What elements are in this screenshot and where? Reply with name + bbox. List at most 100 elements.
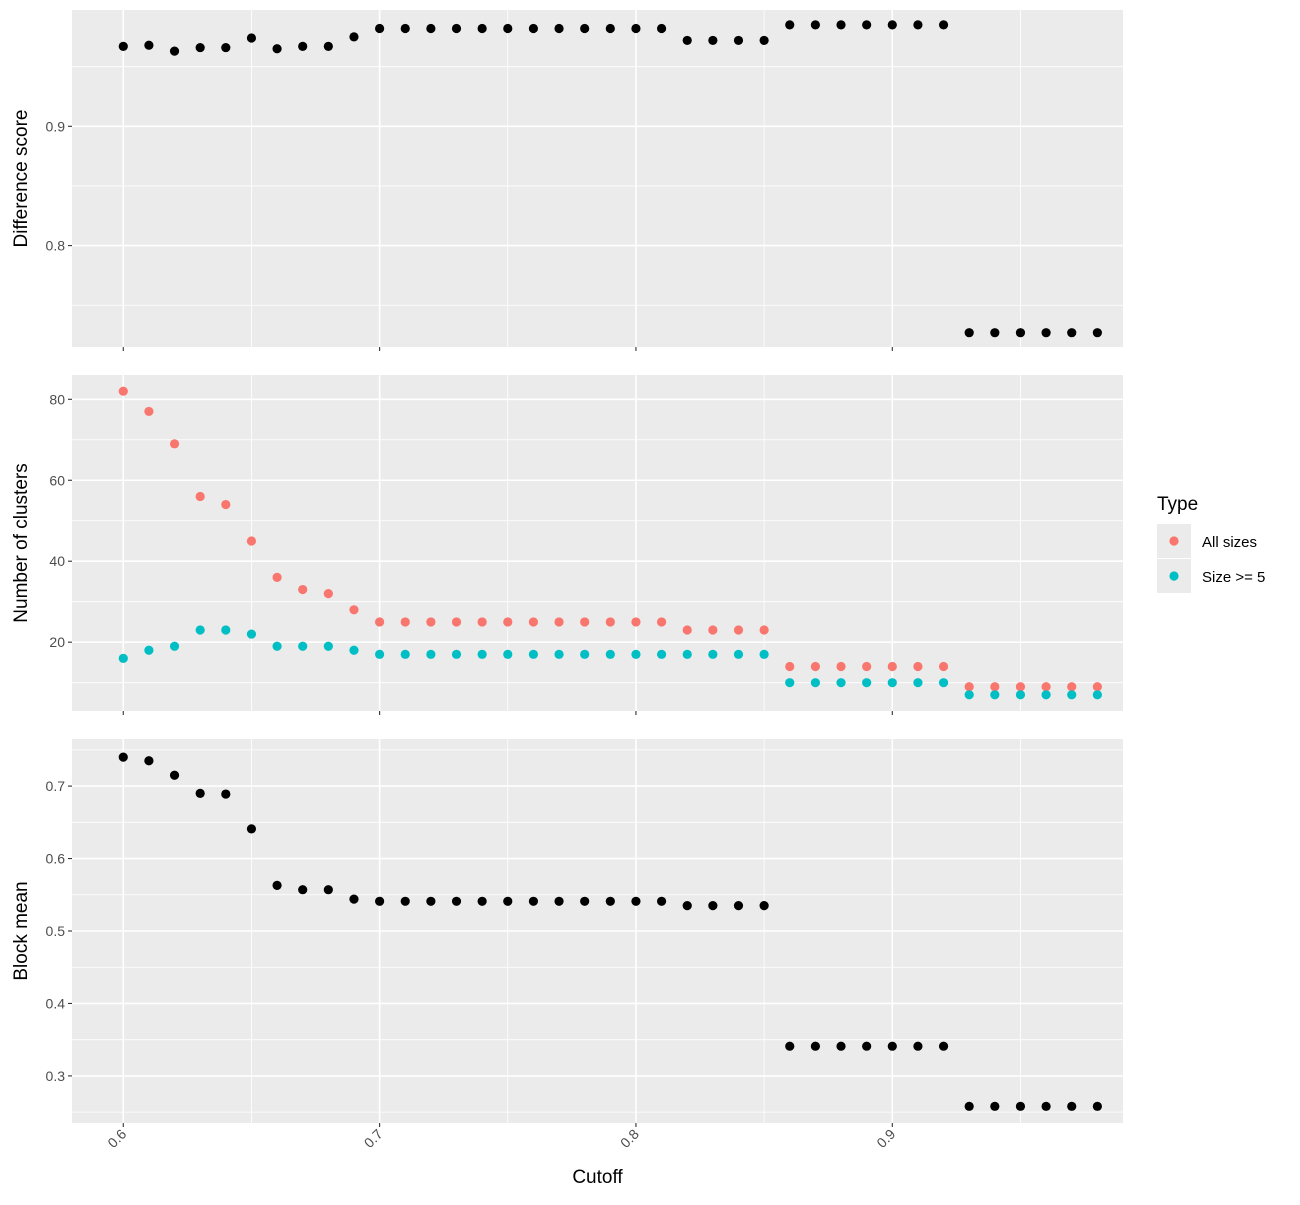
data-point <box>836 661 846 672</box>
data-point <box>913 1041 923 1051</box>
data-point <box>298 584 308 595</box>
data-point <box>682 649 692 659</box>
data-point <box>426 23 436 34</box>
data-point <box>503 896 513 906</box>
data-point <box>400 896 410 906</box>
data-point <box>195 491 205 502</box>
data-point <box>298 885 308 895</box>
data-point <box>195 788 205 798</box>
series-1 <box>118 386 1102 692</box>
data-point <box>298 641 308 651</box>
y-axis-title: Number of clusters <box>11 463 32 622</box>
data-point <box>1015 1101 1026 1111</box>
data-point <box>580 617 590 627</box>
data-point <box>375 617 385 627</box>
legend-key-point <box>1169 571 1179 581</box>
y-tick-label: 0.5 <box>46 923 66 939</box>
data-point <box>990 1101 1000 1111</box>
data-point <box>477 617 487 627</box>
data-point <box>938 661 949 672</box>
data-point <box>554 617 564 627</box>
data-point <box>810 20 820 30</box>
data-point <box>836 678 846 688</box>
data-point <box>862 20 872 30</box>
data-point <box>631 23 641 34</box>
data-point <box>169 770 180 780</box>
data-point <box>400 23 410 34</box>
data-point <box>631 617 641 627</box>
data-point <box>323 41 333 51</box>
data-point <box>477 23 487 34</box>
data-point <box>118 653 128 663</box>
data-point <box>1067 1101 1077 1111</box>
data-point <box>272 641 282 651</box>
data-point <box>887 1041 897 1051</box>
data-point <box>1067 328 1077 338</box>
data-point <box>733 625 744 635</box>
data-point <box>964 1101 974 1111</box>
data-point <box>118 41 128 51</box>
data-point <box>682 35 692 46</box>
legend-entry-label: All sizes <box>1202 534 1257 551</box>
x-tick-label: 0.9 <box>873 1126 898 1151</box>
data-point <box>733 35 744 46</box>
panel-3: 0.3 0.4 0.5 0.6 0.7 0.6 0.7 0.8 0.9 Block mean Cut… <box>11 739 1123 1188</box>
data-point <box>169 641 180 651</box>
data-point <box>836 1041 846 1051</box>
data-point <box>887 20 897 30</box>
data-point <box>605 23 615 34</box>
y-tick-label: 60 <box>49 472 65 488</box>
data-point <box>656 23 667 34</box>
data-point <box>580 649 590 659</box>
y-axis-title: Block mean <box>11 881 32 980</box>
data-point <box>938 678 949 688</box>
data-point <box>349 894 359 904</box>
data-point <box>631 896 641 906</box>
data-point <box>272 880 282 890</box>
data-point <box>682 625 692 635</box>
data-point <box>246 536 257 546</box>
data-point <box>785 678 795 688</box>
panel-2: 20 40 60 80 Number of clusters Type All sizes S… <box>11 375 1265 715</box>
y-tick-label: 0.7 <box>46 778 66 794</box>
panel-background <box>72 375 1123 711</box>
data-point <box>477 896 487 906</box>
data-point <box>375 896 385 906</box>
y-tick-label: 0.9 <box>46 118 66 134</box>
data-point <box>785 661 795 672</box>
data-point <box>144 406 154 417</box>
data-point <box>195 625 205 635</box>
panel-background <box>72 10 1123 347</box>
legend-title: Type <box>1157 494 1198 515</box>
data-point <box>656 617 667 627</box>
data-point <box>605 896 615 906</box>
data-point <box>810 1041 820 1051</box>
data-point <box>118 386 128 396</box>
y-tick-label: 80 <box>49 391 65 407</box>
data-point <box>400 649 410 659</box>
data-point <box>580 23 590 34</box>
data-point <box>733 901 744 911</box>
data-point <box>144 40 154 50</box>
data-point <box>375 649 385 659</box>
data-point <box>1067 690 1077 700</box>
data-point <box>964 328 974 338</box>
data-point <box>605 649 615 659</box>
y-tick-label: 0.3 <box>46 1068 66 1084</box>
legend: Type All sizes Size >= 5 <box>1157 494 1265 593</box>
data-point <box>1041 328 1051 338</box>
data-point <box>528 649 539 659</box>
data-point <box>221 499 231 510</box>
data-point <box>862 661 872 672</box>
x-tick-label: 0.7 <box>361 1126 386 1151</box>
data-point <box>708 625 718 635</box>
data-point <box>528 617 539 627</box>
data-point <box>990 682 1000 692</box>
data-point <box>528 896 539 906</box>
legend-entry-label: Size >= 5 <box>1202 569 1265 586</box>
data-point <box>1041 1101 1051 1111</box>
data-point <box>246 33 257 43</box>
data-point <box>682 901 692 911</box>
data-point <box>913 661 923 672</box>
